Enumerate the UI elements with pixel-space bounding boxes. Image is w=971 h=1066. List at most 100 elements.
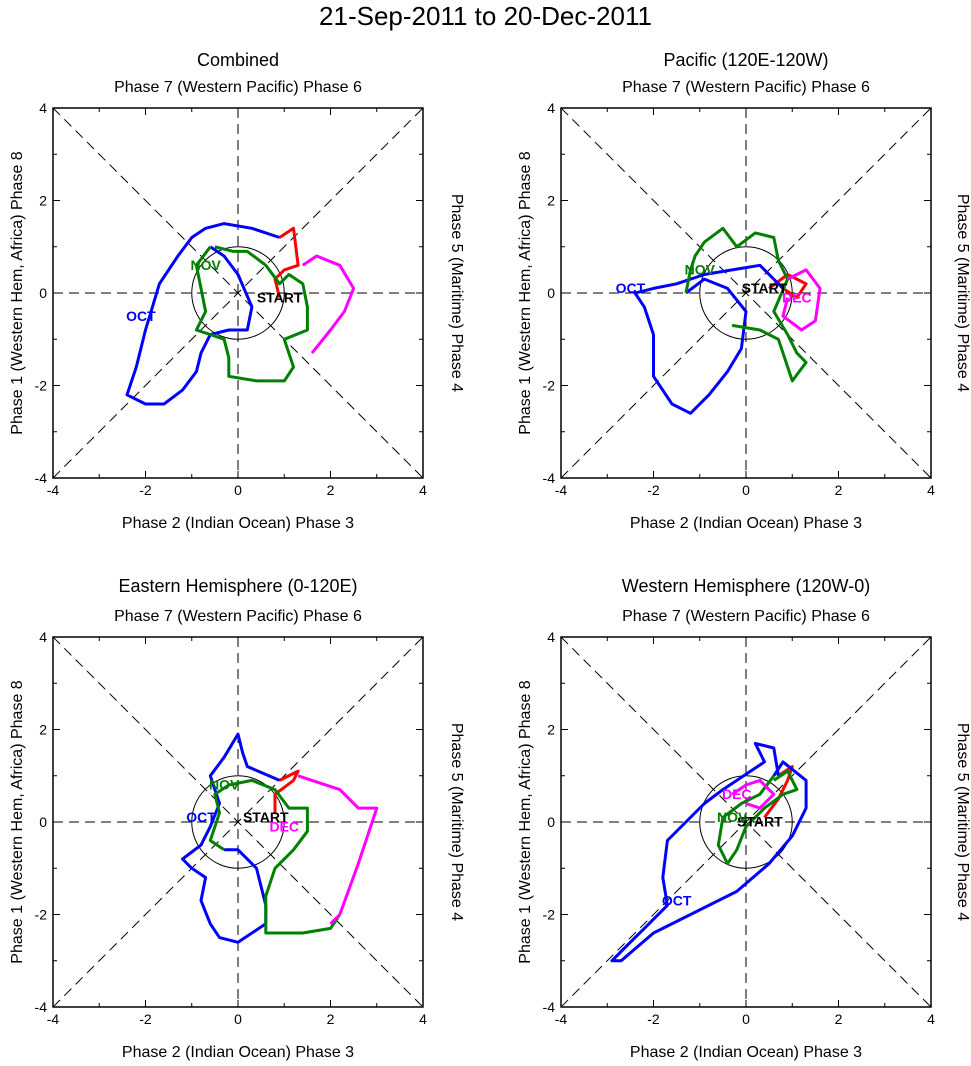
series-line-nov <box>716 769 799 866</box>
x-tick-label: -2 <box>139 482 152 498</box>
marker-oct: OCT <box>616 280 646 296</box>
series-line-dec <box>731 778 776 810</box>
marker-dec: DEC <box>722 786 752 802</box>
panel-combined: Combined Phase 7 (Western Pacific) Phase… <box>9 50 465 532</box>
y-tick-label: 4 <box>547 629 555 645</box>
series-line-sep <box>273 769 300 813</box>
y-tick-label: -4 <box>35 999 48 1015</box>
marker-start: START <box>737 814 783 830</box>
y-tick-label: 4 <box>39 629 47 645</box>
left-axis-label: Phase 1 (Western Hem, Africa) Phase 8 <box>517 151 534 434</box>
series-line-sep <box>768 273 808 300</box>
y-tick-label: 0 <box>547 285 555 301</box>
y-tick-label: 2 <box>547 722 555 738</box>
series-line-dec <box>297 774 379 925</box>
top-axis-label: Phase 7 (Western Pacific) Phase 6 <box>622 79 870 96</box>
y-tick-label: 0 <box>39 814 47 830</box>
panel-title: Pacific (120E-120W) <box>663 50 828 70</box>
x-tick-label: -4 <box>555 482 568 498</box>
x-tick-label: -2 <box>647 1011 660 1027</box>
series-line-nov <box>194 245 309 383</box>
series-line-dec <box>781 268 822 332</box>
y-tick-label: 0 <box>39 285 47 301</box>
plot-area: START OCT NOV DEC -4 -2 0 2 4 4 2 0 -2 -4 <box>543 100 936 498</box>
marker-nov: NOV <box>209 777 240 793</box>
series-line-oct <box>610 741 808 963</box>
panel-title: Western Hemisphere (120W-0) <box>622 576 870 596</box>
x-tick-label: -4 <box>555 1011 568 1027</box>
plot-area: START OCT NOV DEC -4 -2 0 2 4 4 2 0 -2 -4 <box>543 629 936 1027</box>
marker-nov: NOV <box>685 262 716 278</box>
y-tick-label: -4 <box>543 999 556 1015</box>
right-axis-label: Phase 5 (Maritime) Phase 4 <box>448 723 465 921</box>
x-tick-label: -2 <box>139 1011 152 1027</box>
marker-start: START <box>243 809 289 825</box>
top-axis-label: Phase 7 (Western Pacific) Phase 6 <box>114 79 362 96</box>
panel-pacific: Pacific (120E-120W) Phase 7 (Western Pac… <box>517 50 971 532</box>
bottom-axis-label: Phase 2 (Indian Ocean) Phase 3 <box>122 1044 354 1061</box>
x-tick-label: 2 <box>327 482 335 498</box>
y-tick-label: 0 <box>547 814 555 830</box>
x-tick-label: -4 <box>47 482 60 498</box>
series-line-nov <box>684 226 808 383</box>
series-line-nov <box>208 778 342 935</box>
marker-nov: NOV <box>190 257 221 273</box>
panel-western-hemisphere: Western Hemisphere (120W-0) Phase 7 (Wes… <box>517 576 971 1061</box>
marker-start: START <box>257 289 303 305</box>
bottom-axis-label: Phase 2 (Indian Ocean) Phase 3 <box>630 1044 862 1061</box>
figure-title: 21-Sep-2011 to 20-Dec-2011 <box>319 1 652 31</box>
bottom-axis-label: Phase 2 (Indian Ocean) Phase 3 <box>122 515 354 532</box>
top-axis-label: Phase 7 (Western Pacific) Phase 6 <box>622 608 870 625</box>
marker-dec: DEC <box>269 818 299 834</box>
marker-nov: NOV <box>717 809 748 825</box>
amplitude-circle <box>191 775 285 869</box>
x-tick-label: 2 <box>835 1011 843 1027</box>
x-tick-label: 4 <box>927 1011 935 1027</box>
panel-title: Eastern Hemisphere (0-120E) <box>118 576 357 596</box>
right-axis-label: Phase 5 (Maritime) Phase 4 <box>448 194 465 392</box>
marker-oct: OCT <box>662 892 692 908</box>
x-tick-label: 4 <box>927 482 935 498</box>
plot-area: START OCT NOV DEC -4 -2 0 2 4 4 2 0 -2 -4 <box>35 629 428 1027</box>
y-tick-label: 4 <box>39 100 47 116</box>
plot-area: START OCT NOV -4 -2 0 2 4 4 2 0 -2 -4 <box>35 100 428 498</box>
right-axis-label: Phase 5 (Maritime) Phase 4 <box>954 723 971 921</box>
x-tick-label: 0 <box>742 482 750 498</box>
left-axis-label: Phase 1 (Western Hem, Africa) Phase 8 <box>9 151 26 434</box>
marker-dec: DEC <box>782 289 812 305</box>
left-axis-label: Phase 1 (Western Hem, Africa) Phase 8 <box>9 680 26 963</box>
series-line-sep <box>273 226 300 298</box>
marker-start: START <box>742 280 788 296</box>
y-tick-label: -2 <box>543 907 556 923</box>
right-axis-label: Phase 5 (Maritime) Phase 4 <box>954 194 971 392</box>
series-line-oct <box>633 263 785 415</box>
y-tick-label: 2 <box>39 722 47 738</box>
series-line-sep <box>763 765 794 819</box>
panel-eastern-hemisphere: Eastern Hemisphere (0-120E) Phase 7 (Wes… <box>9 576 465 1061</box>
amplitude-circle <box>191 246 285 340</box>
x-tick-label: 2 <box>327 1011 335 1027</box>
y-tick-label: -4 <box>543 470 556 486</box>
marker-oct: OCT <box>126 308 156 324</box>
y-tick-label: 4 <box>547 100 555 116</box>
x-tick-label: -4 <box>47 1011 60 1027</box>
x-tick-label: 0 <box>742 1011 750 1027</box>
y-tick-label: 2 <box>39 193 47 209</box>
x-tick-label: 0 <box>234 482 242 498</box>
y-tick-label: 2 <box>547 193 555 209</box>
x-tick-label: 2 <box>835 482 843 498</box>
top-axis-label: Phase 7 (Western Pacific) Phase 6 <box>114 608 362 625</box>
x-tick-label: 0 <box>234 1011 242 1027</box>
y-tick-label: -2 <box>543 378 556 394</box>
x-tick-label: 4 <box>419 1011 427 1027</box>
series-line-dec <box>301 254 356 355</box>
x-tick-label: 4 <box>419 482 427 498</box>
y-tick-label: -2 <box>35 907 48 923</box>
marker-oct: OCT <box>186 809 216 825</box>
y-tick-label: -4 <box>35 470 48 486</box>
left-axis-label: Phase 1 (Western Hem, Africa) Phase 8 <box>517 680 534 963</box>
bottom-axis-label: Phase 2 (Indian Ocean) Phase 3 <box>630 515 862 532</box>
x-tick-label: -2 <box>647 482 660 498</box>
